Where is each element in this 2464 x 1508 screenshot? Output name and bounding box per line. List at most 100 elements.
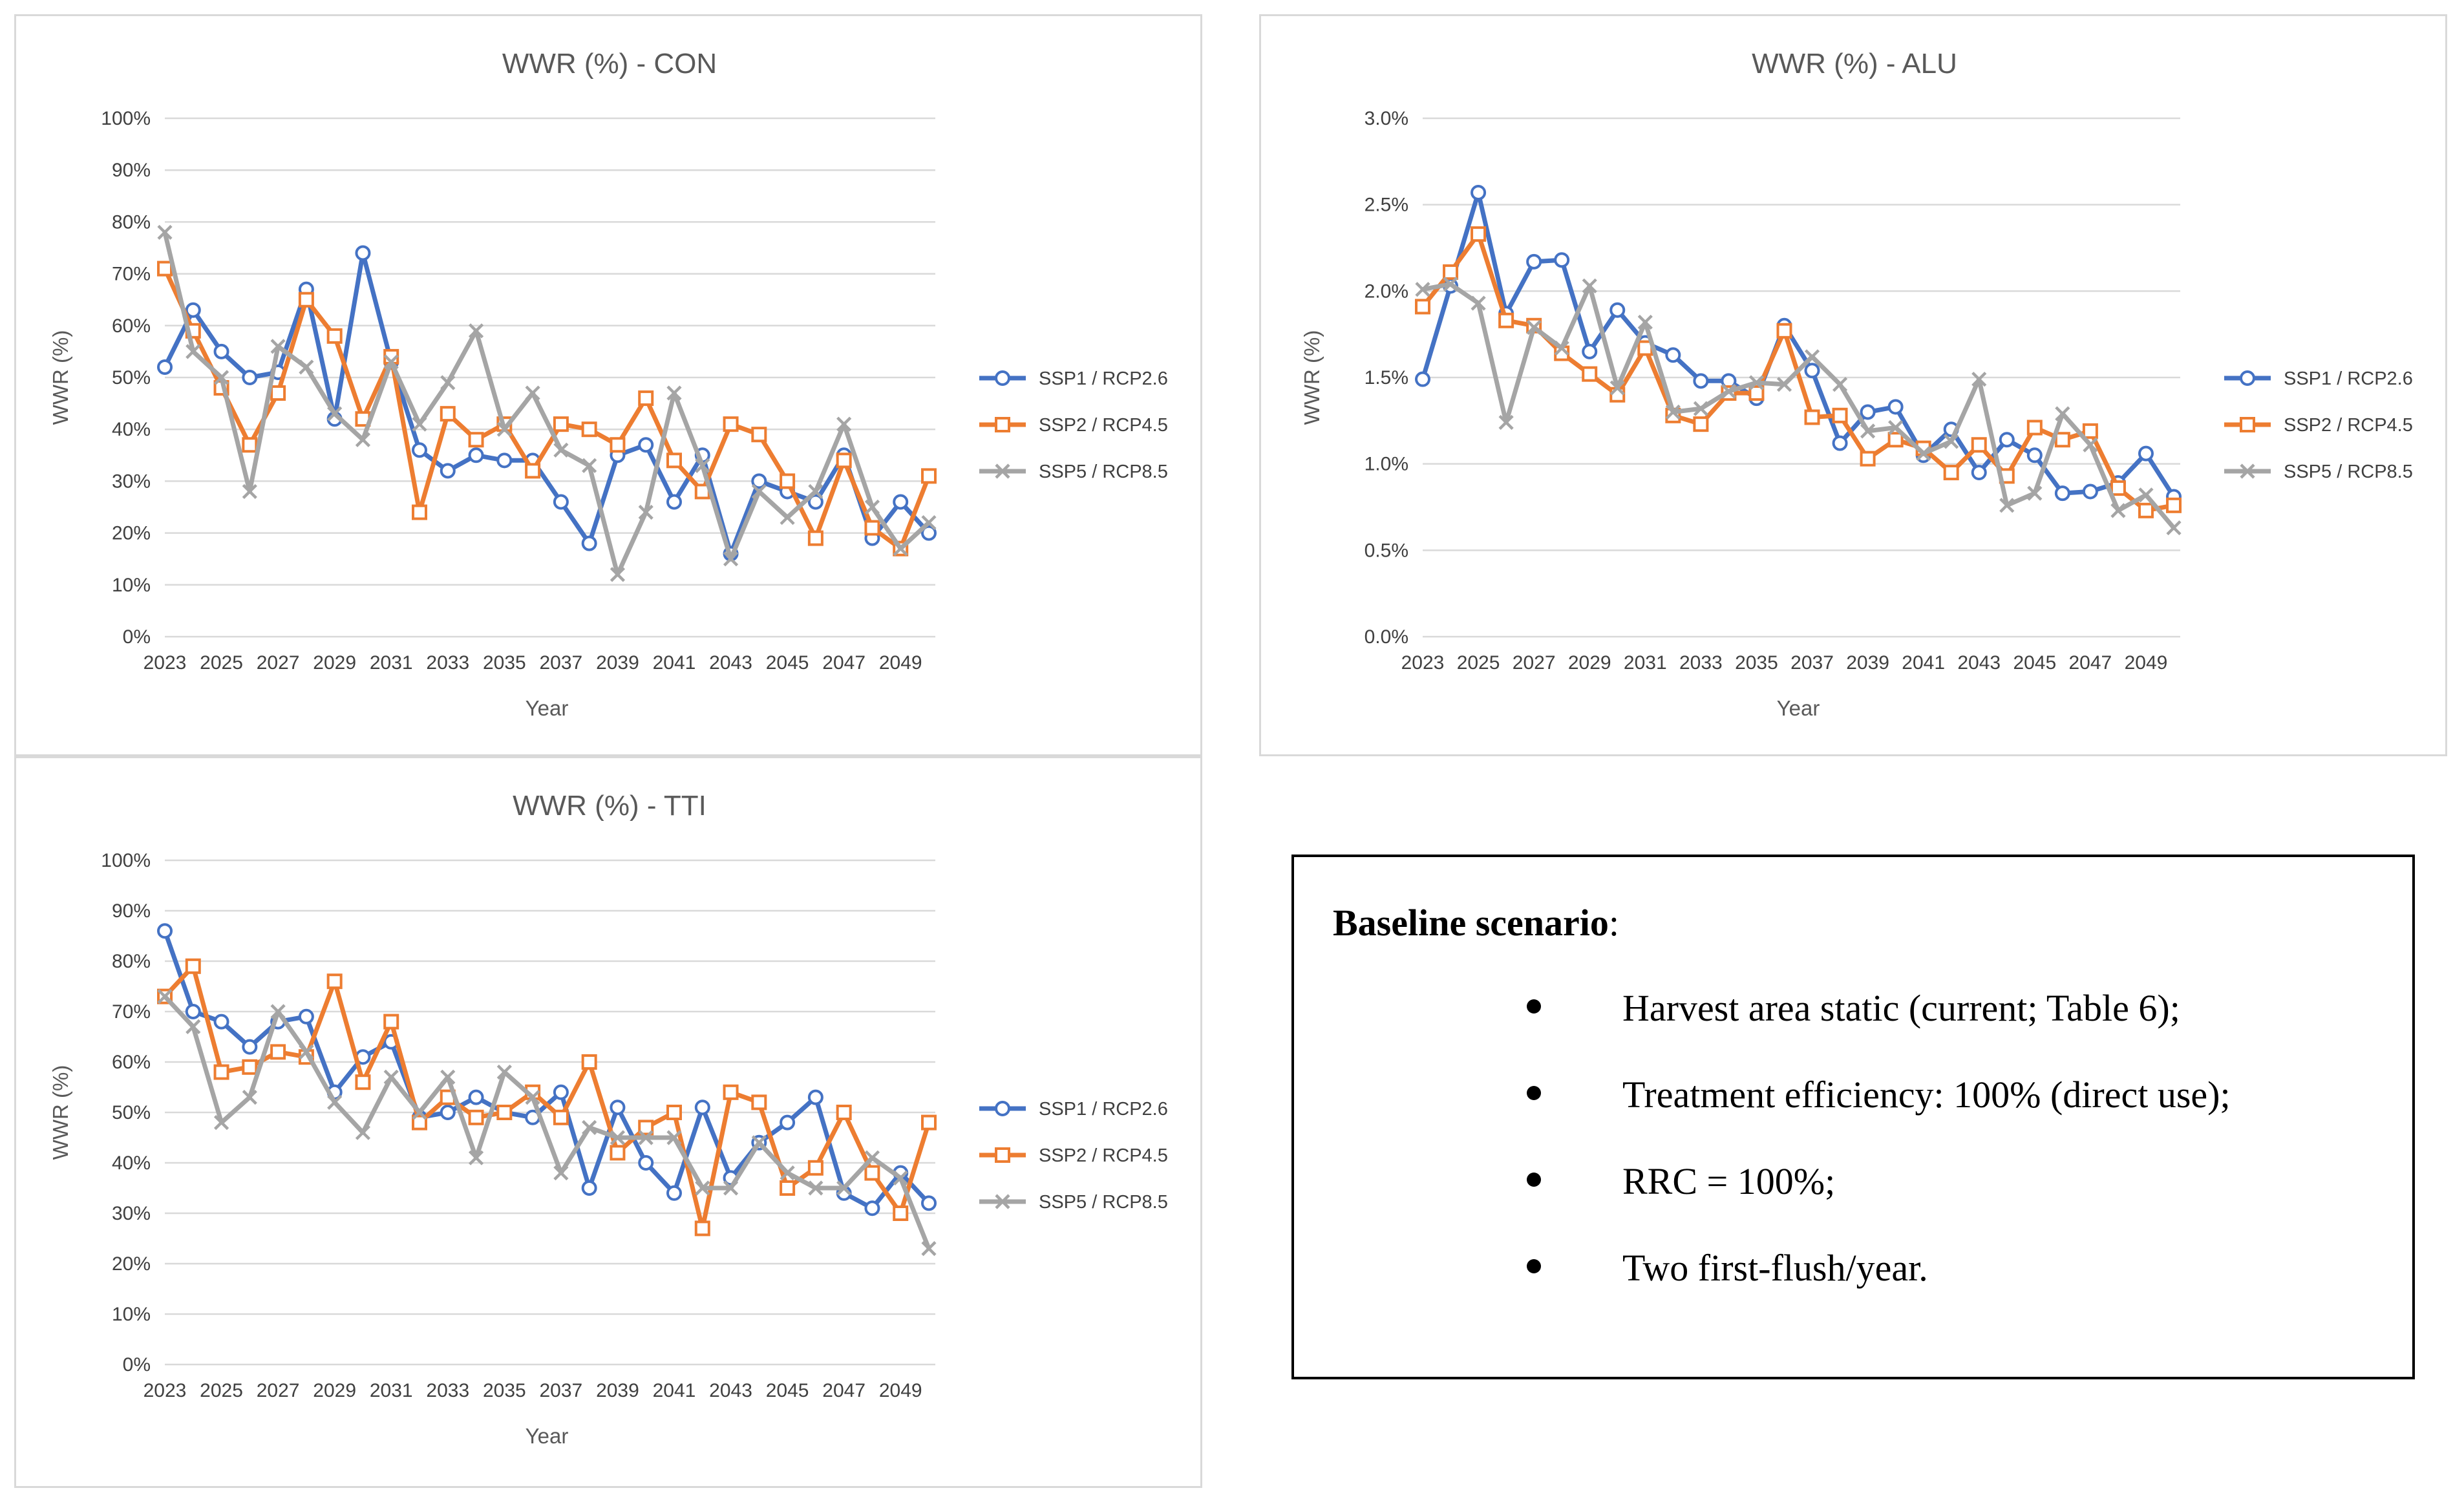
data-point-ssp5-rcp8-5 bbox=[412, 1105, 427, 1120]
data-point-ssp2-rcp4-5 bbox=[326, 973, 343, 990]
data-point-ssp1-rcp2-6 bbox=[185, 302, 201, 318]
data-point-ssp5-rcp8-5 bbox=[525, 1090, 540, 1105]
data-point-ssp2-rcp4-5 bbox=[270, 385, 286, 401]
series-line-ssp5-rcp8-5 bbox=[162, 994, 931, 1251]
data-point-ssp5-rcp8-5 bbox=[1471, 295, 1486, 311]
baseline-heading-colon: : bbox=[1608, 902, 1620, 944]
data-point-ssp2-rcp4-5 bbox=[440, 406, 456, 422]
data-point-ssp5-rcp8-5 bbox=[1554, 340, 1569, 356]
data-point-ssp1-rcp2-6 bbox=[553, 494, 569, 510]
data-point-ssp2-rcp4-5 bbox=[1971, 437, 1987, 453]
data-point-ssp5-rcp8-5 bbox=[383, 1069, 399, 1085]
series-line-ssp2-rcp4-5 bbox=[162, 266, 931, 551]
x-tick-label: 2041 bbox=[653, 652, 696, 674]
data-point-ssp1-rcp2-6 bbox=[638, 1155, 654, 1171]
data-point-ssp5-rcp8-5 bbox=[355, 1125, 371, 1140]
data-point-ssp5-rcp8-5 bbox=[780, 1165, 795, 1181]
x-tick-label: 2033 bbox=[426, 652, 469, 674]
data-point-ssp1-rcp2-6 bbox=[694, 1099, 710, 1116]
legend-marker-ssp2-rcp4-5 bbox=[995, 1147, 1010, 1163]
chart-tti: WWR (%) - TTI 0% 10% 20% 30% 40% 50% 60% 70% 80% 9… bbox=[48, 790, 1168, 1448]
data-point-ssp5-rcp8-5 bbox=[383, 354, 399, 370]
y-tick-label: 60% bbox=[112, 1052, 151, 1073]
data-point-ssp5-rcp8-5 bbox=[1665, 404, 1681, 420]
data-point-ssp1-rcp2-6 bbox=[1832, 435, 1848, 451]
data-point-ssp2-rcp4-5 bbox=[1415, 299, 1430, 315]
data-point-ssp5-rcp8-5 bbox=[1944, 434, 1959, 449]
data-point-ssp1-rcp2-6 bbox=[242, 1039, 258, 1055]
data-point-ssp2-rcp4-5 bbox=[581, 1054, 597, 1070]
data-point-ssp2-rcp4-5 bbox=[157, 260, 173, 277]
x-tick-label: 2025 bbox=[200, 652, 243, 674]
data-point-ssp2-rcp4-5 bbox=[921, 468, 937, 484]
data-point-ssp1-rcp2-6 bbox=[2082, 483, 2098, 500]
data-point-ssp2-rcp4-5 bbox=[610, 437, 626, 453]
x-tick-label: 2043 bbox=[709, 652, 752, 674]
x-tick-label: 2023 bbox=[1401, 652, 1445, 674]
x-tick-label: 2027 bbox=[257, 1380, 300, 1401]
data-point-ssp5-rcp8-5 bbox=[440, 1069, 456, 1085]
data-point-ssp5-rcp8-5 bbox=[468, 323, 484, 339]
data-point-ssp2-rcp4-5 bbox=[383, 1014, 399, 1030]
data-point-ssp1-rcp2-6 bbox=[242, 370, 258, 385]
data-point-ssp5-rcp8-5 bbox=[582, 458, 597, 473]
data-point-ssp1-rcp2-6 bbox=[213, 343, 229, 359]
x-tick-label: 2033 bbox=[426, 1380, 469, 1401]
data-point-ssp5-rcp8-5 bbox=[553, 442, 569, 458]
y-tick-label: 50% bbox=[112, 1102, 151, 1123]
data-point-ssp5-rcp8-5 bbox=[468, 1150, 484, 1165]
data-point-ssp5-rcp8-5 bbox=[893, 541, 908, 557]
data-point-ssp1-rcp2-6 bbox=[1999, 432, 2015, 448]
data-point-ssp1-rcp2-6 bbox=[1526, 253, 1542, 270]
x-tick-label: 2027 bbox=[1513, 652, 1556, 674]
bullet-text: Two first-flush/year. bbox=[1622, 1247, 1928, 1289]
y-tick-label: 0% bbox=[123, 1354, 151, 1375]
data-point-ssp2-rcp4-5 bbox=[242, 437, 258, 453]
data-point-ssp1-rcp2-6 bbox=[298, 1008, 314, 1025]
data-point-ssp5-rcp8-5 bbox=[2055, 406, 2070, 421]
data-point-ssp2-rcp4-5 bbox=[412, 504, 427, 520]
x-tick-label: 2031 bbox=[370, 652, 413, 674]
x-tick-label: 2045 bbox=[766, 1380, 809, 1401]
x-tick-label: 2037 bbox=[540, 1380, 583, 1401]
x-tick-label: 2041 bbox=[653, 1380, 696, 1401]
data-point-ssp2-rcp4-5 bbox=[836, 452, 852, 469]
data-point-ssp1-rcp2-6 bbox=[468, 447, 484, 463]
data-point-ssp2-rcp4-5 bbox=[525, 463, 541, 479]
x-tick-label: 2025 bbox=[1457, 652, 1500, 674]
data-point-ssp2-rcp4-5 bbox=[864, 1165, 880, 1181]
y-tick-label: 2.5% bbox=[1365, 195, 1408, 216]
data-point-ssp5-rcp8-5 bbox=[751, 483, 767, 500]
data-point-ssp5-rcp8-5 bbox=[270, 339, 286, 354]
chart-alu: WWR (%) - ALU 0.0% 0.5% 1.0% 1.5% 2.0% 2.5% 3.0… bbox=[1300, 48, 2413, 720]
data-point-ssp1-rcp2-6 bbox=[468, 1089, 484, 1105]
data-point-ssp5-rcp8-5 bbox=[610, 1130, 626, 1145]
data-point-ssp2-rcp4-5 bbox=[2110, 480, 2126, 496]
data-point-ssp2-rcp4-5 bbox=[2026, 419, 2043, 436]
data-point-ssp2-rcp4-5 bbox=[1804, 409, 1820, 425]
data-point-ssp5-rcp8-5 bbox=[921, 515, 937, 531]
data-point-ssp5-rcp8-5 bbox=[327, 406, 343, 421]
data-point-ssp5-rcp8-5 bbox=[723, 551, 739, 567]
data-point-ssp2-rcp4-5 bbox=[666, 1105, 682, 1120]
data-point-ssp2-rcp4-5 bbox=[1693, 416, 1709, 432]
data-point-ssp2-rcp4-5 bbox=[1609, 387, 1626, 403]
data-point-ssp2-rcp4-5 bbox=[553, 416, 569, 432]
data-point-ssp1-rcp2-6 bbox=[157, 923, 173, 939]
data-point-ssp5-rcp8-5 bbox=[1693, 401, 1708, 416]
data-point-ssp5-rcp8-5 bbox=[638, 1130, 653, 1145]
data-point-ssp2-rcp4-5 bbox=[270, 1044, 286, 1060]
chart-con: WWR (%) - CON 0% 10% 20% 30% 40% 50% 60% 70% 80% 9… bbox=[48, 48, 1168, 720]
data-point-ssp5-rcp8-5 bbox=[157, 989, 173, 1004]
data-point-ssp5-rcp8-5 bbox=[610, 567, 626, 582]
y-tick-label: 20% bbox=[112, 1253, 151, 1275]
x-tick-label: 2037 bbox=[1790, 652, 1834, 674]
x-tick-label: 2047 bbox=[2069, 652, 2112, 674]
data-point-ssp5-rcp8-5 bbox=[582, 1120, 597, 1135]
data-point-ssp1-rcp2-6 bbox=[921, 525, 937, 541]
data-point-ssp1-rcp2-6 bbox=[2054, 485, 2070, 502]
data-point-ssp5-rcp8-5 bbox=[695, 458, 710, 473]
legend-label-ssp1-rcp2-6: SSP1 / RCP2.6 bbox=[2284, 368, 2413, 389]
data-point-ssp2-rcp4-5 bbox=[864, 520, 880, 536]
data-point-ssp2-rcp4-5 bbox=[780, 1180, 796, 1196]
